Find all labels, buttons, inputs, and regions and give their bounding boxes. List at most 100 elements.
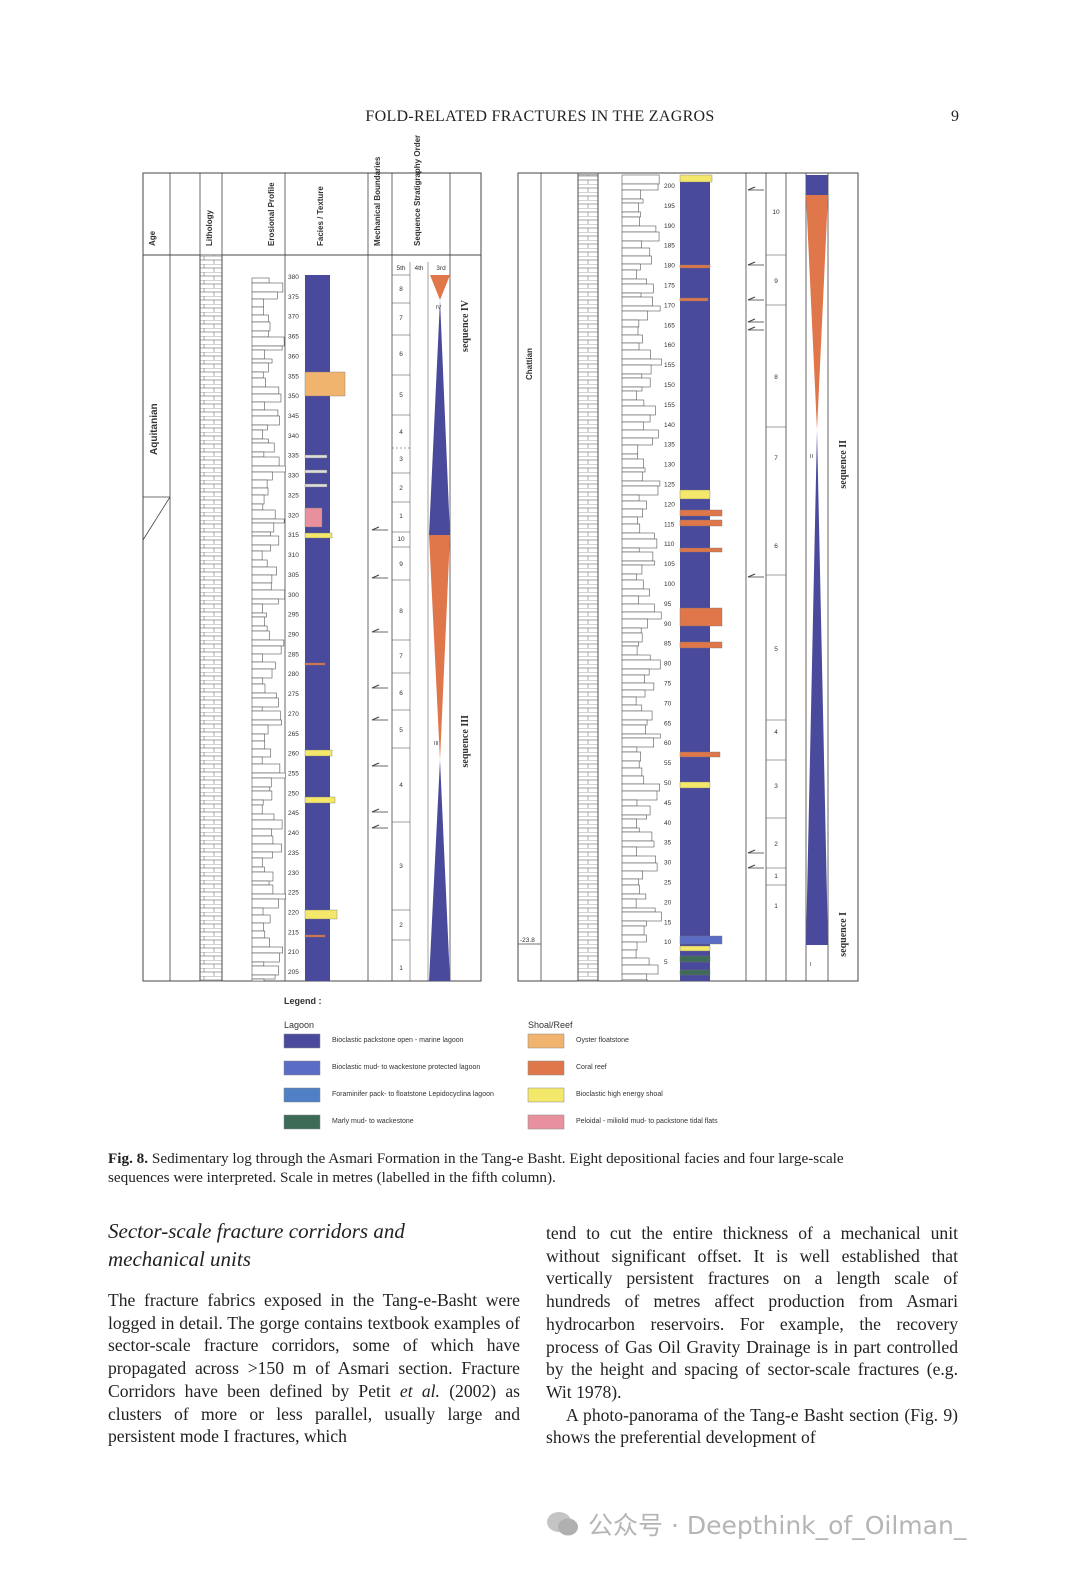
legend-group: Lagoon [284,1020,314,1030]
sequence-label: sequence II [838,440,849,489]
facies-band [679,781,711,789]
profile-bed [251,362,269,373]
text: The fracture fabrics exposed in the Tang… [108,1290,520,1401]
profile-bed [621,310,648,321]
profile-bed [251,961,265,967]
profile-bed [621,334,643,344]
profile-bed [251,409,279,417]
scale-label: 205 [288,969,299,976]
rule [371,628,380,633]
profile-bed [621,349,651,360]
profile-bed [251,965,279,976]
facies-band [679,751,721,758]
right-column: tend to cut the entire thickness of a me… [546,1222,958,1449]
sequence-triangle [430,275,450,300]
profile-bed [251,442,275,453]
profile-bed [251,893,286,900]
profile-bed [621,949,637,959]
profile-bed [621,668,650,676]
unit-number: 5 [399,392,403,399]
profile-bed [621,240,642,249]
rule [747,849,756,854]
profile-bed [621,485,659,496]
profile-bed [621,654,651,661]
scale-label: 360 [288,353,299,360]
figure: Age Lithology Erosional Profile Facies / Te… [142,135,859,1130]
caption-text: Sedimentary log through the Asmari Forma… [108,1150,844,1186]
profile-bed [621,805,651,816]
profile-bed [251,298,264,308]
facies-band [304,662,326,666]
unit-number: 3 [774,783,778,790]
profile-bed [621,603,655,613]
scale-label: 235 [288,850,299,857]
profile-bed [621,225,657,233]
sequence-triangle [429,535,450,760]
unit-number: 9 [774,278,778,285]
profile-bed [251,401,265,411]
column-header: Age [148,230,157,246]
scale-label: 275 [288,691,299,698]
scale-label: 5 [664,959,668,966]
legend-label: Coral reef [576,1064,607,1071]
rule [371,526,380,531]
profile-bed [621,538,658,549]
profile-bed [251,692,277,699]
facies-band [304,507,323,528]
facies-band [304,909,338,920]
profile-bed [621,516,638,525]
profile-bed [251,733,265,742]
profile-bed [251,884,274,895]
profile-bed [251,799,264,806]
profile-bed [621,799,638,807]
scale-label: 300 [288,592,299,599]
column-header: Erosional Profile [267,182,276,246]
unit-number: 4 [399,782,403,789]
legend-swatch [527,1033,565,1049]
text: (2002) as clusters of more or less paral… [108,1380,520,1447]
profile-bed [251,429,263,440]
profile-bed [621,870,643,880]
scale-label: 135 [664,442,675,449]
profile-bed [251,748,272,758]
profile-bed [251,330,269,338]
rule [371,808,380,813]
scale-label: 45 [664,800,672,807]
profile-bed [621,934,647,943]
unit-number: 4 [399,429,403,436]
legend-label: Bioclastic high energy shoal [576,1091,663,1098]
profile-bed [251,509,276,520]
legend-swatch [283,1087,321,1103]
profile-bed [251,697,279,708]
profile-bed [621,573,637,581]
facies-band [679,935,723,945]
profile-bed [621,831,653,842]
profile-bed [621,247,651,257]
legend-label: Oyster floatstone [576,1037,629,1044]
profile-bed [251,706,263,712]
profile-bed [251,314,269,323]
scale-label: 125 [664,482,675,489]
profile-bed [621,704,643,712]
scale-label: 255 [288,771,299,778]
facies-band [304,796,336,804]
profile-bed [621,269,637,280]
profile-bed [251,291,278,300]
scale-label: 75 [664,681,672,688]
watermark-text: 公众号 · Deepthink_of_Oilman_ [588,1511,967,1540]
profile-bed [621,689,646,698]
legend-swatch [527,1087,565,1103]
profile-bed [251,952,280,963]
scale-label: 265 [288,731,299,738]
text-italic: et al. [399,1380,440,1401]
profile-bed [621,862,658,872]
profile-bed [621,263,641,271]
profile-bed [251,978,265,982]
profile-bed [251,377,266,388]
profile-bed [251,424,268,431]
scale-label: 30 [664,860,672,867]
facies-band [679,174,713,183]
scale-label: 200 [664,183,675,190]
unit-number: 2 [399,922,403,929]
scale-label: 70 [664,700,672,707]
